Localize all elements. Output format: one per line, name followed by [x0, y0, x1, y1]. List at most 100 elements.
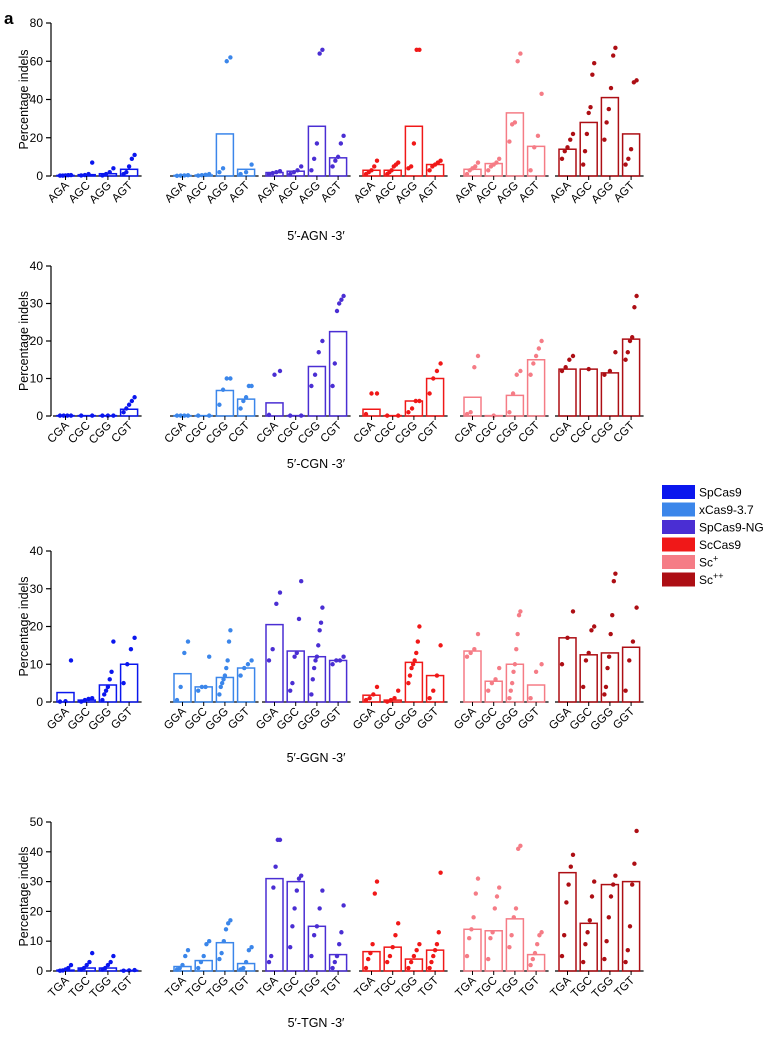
data-point: [592, 624, 597, 629]
data-point: [288, 413, 293, 418]
data-point: [627, 658, 632, 663]
data-point: [223, 927, 229, 932]
x-tick-label: CGT: [517, 420, 543, 446]
x-tick-label: CGT: [319, 420, 345, 446]
data-point: [490, 930, 495, 935]
data-point: [589, 894, 595, 899]
data-point: [613, 350, 618, 355]
data-point: [532, 950, 538, 956]
data-point: [311, 933, 317, 938]
data-point: [180, 962, 185, 968]
data-point: [274, 601, 279, 607]
x-tick-label: TGG: [205, 975, 231, 1001]
data-point: [273, 864, 278, 869]
x-tick-label: TGT: [227, 975, 252, 1000]
legend-label: SpCas9-NG: [699, 521, 764, 535]
data-point: [507, 944, 512, 950]
data-point: [388, 697, 394, 703]
data-point: [438, 361, 443, 366]
x-tick-label: TGT: [612, 975, 637, 1000]
data-point: [608, 631, 613, 637]
data-point: [471, 915, 476, 920]
data-point: [369, 168, 374, 173]
data-point: [217, 692, 222, 697]
data-point: [497, 665, 502, 671]
bar: [600, 372, 620, 417]
x-tick-label: CGG: [204, 420, 231, 447]
data-point: [294, 650, 299, 656]
legend-label-name: Sc: [699, 556, 713, 570]
data-point: [221, 939, 226, 944]
data-point: [390, 944, 395, 950]
x-tick-label: AGA: [352, 179, 378, 205]
y-tick-label: 20: [30, 620, 44, 634]
data-point: [224, 59, 229, 64]
data-point: [431, 953, 436, 959]
data-point: [628, 147, 634, 152]
bar: [307, 925, 327, 972]
data-point: [207, 654, 212, 659]
x-tick-label: CGT: [110, 420, 136, 446]
x-tick-label: TGG: [590, 975, 616, 1001]
legend-label-superscript: +: [713, 554, 718, 564]
x-tick-label: AGT: [612, 180, 637, 205]
bar: [236, 667, 256, 703]
data-point: [590, 72, 595, 77]
x-tick-label: AGG: [589, 180, 616, 207]
x-tick-label: AGG: [494, 180, 521, 207]
data-point: [602, 692, 607, 697]
data-point: [584, 131, 590, 137]
data-point: [559, 368, 565, 374]
data-point: [472, 365, 477, 370]
data-point: [570, 852, 576, 857]
x-tick-label: AGA: [46, 179, 72, 205]
x-tick-label: CGC: [183, 420, 210, 447]
x-tick-label: TGT: [416, 975, 441, 1000]
data-point: [102, 965, 108, 971]
data-point: [290, 924, 295, 929]
data-point: [178, 413, 183, 418]
data-point: [634, 293, 639, 299]
data-point: [515, 631, 520, 637]
data-point: [627, 924, 633, 929]
data-point: [249, 383, 254, 389]
data-point: [204, 941, 209, 947]
data-point: [313, 658, 318, 663]
data-point: [277, 837, 283, 843]
x-tick-label: AGT: [110, 180, 135, 205]
data-point: [510, 391, 516, 396]
y-axis-label: Percentage indels: [17, 846, 31, 946]
data-point: [392, 696, 397, 701]
data-point: [475, 631, 481, 637]
bar: [383, 946, 402, 972]
x-tick-label: AGC: [67, 180, 93, 206]
x-tick-label: CGG: [393, 420, 420, 447]
data-point: [366, 956, 371, 962]
data-point: [243, 169, 249, 175]
data-point: [207, 413, 212, 418]
data-point: [611, 579, 617, 584]
x-tick-label: CGA: [255, 419, 281, 445]
data-point: [174, 697, 180, 703]
data-point: [299, 413, 304, 418]
data-point: [363, 411, 369, 417]
x-axis-label: 5′-CGN -3′: [287, 457, 346, 471]
y-tick-label: 20: [30, 904, 44, 918]
data-point: [126, 402, 132, 407]
data-point: [511, 915, 516, 920]
y-tick-label: 50: [30, 815, 44, 829]
data-point: [610, 612, 615, 618]
data-point: [295, 168, 300, 173]
bar: [526, 953, 546, 972]
x-tick-label: TGA: [548, 974, 573, 999]
data-point: [82, 172, 88, 178]
legend-label: xCas9-3.7: [699, 503, 754, 517]
data-point: [316, 643, 321, 648]
